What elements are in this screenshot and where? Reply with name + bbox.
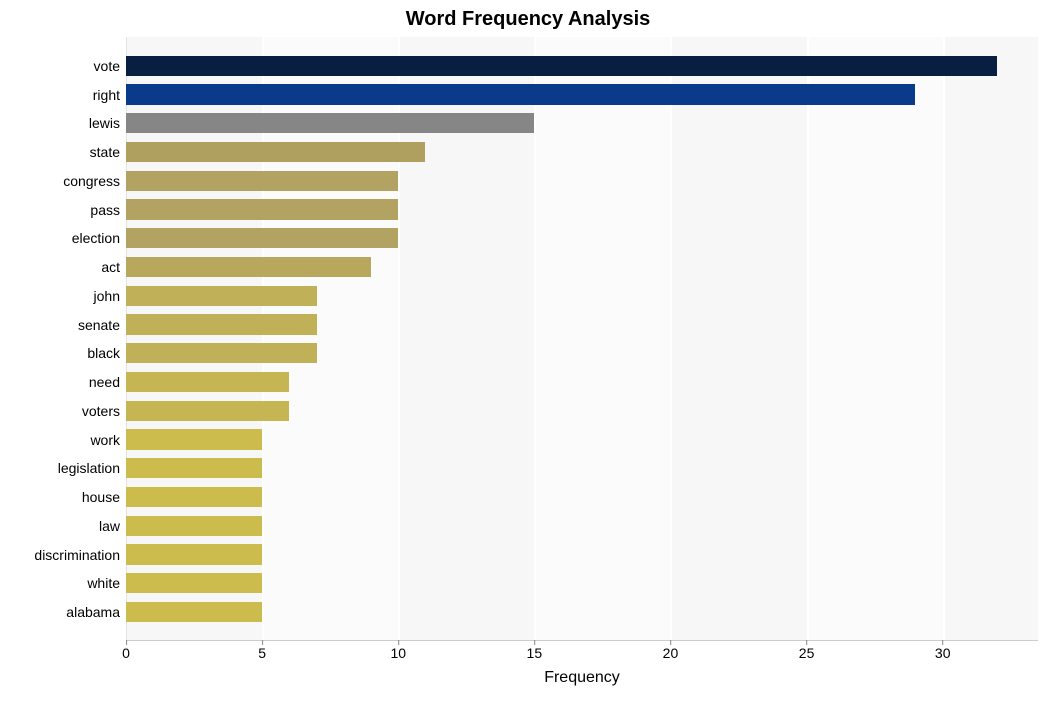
y-tick-label: senate — [8, 310, 126, 339]
bar-row — [126, 281, 1038, 310]
y-tick-label: pass — [8, 195, 126, 224]
bar-row — [126, 511, 1038, 540]
bar — [126, 171, 398, 191]
y-tick-label: election — [8, 224, 126, 253]
y-tick-label: house — [8, 483, 126, 512]
bar — [126, 401, 289, 421]
bar — [126, 458, 262, 478]
y-tick-label: black — [8, 339, 126, 368]
bar-row — [126, 598, 1038, 627]
bar — [126, 314, 317, 334]
bar — [126, 142, 425, 162]
bar-row — [126, 51, 1038, 80]
x-tick-label: 30 — [935, 645, 951, 661]
bar — [126, 516, 262, 536]
bar — [126, 343, 317, 363]
y-tick-label: need — [8, 368, 126, 397]
y-tick-label: right — [8, 80, 126, 109]
bar-row — [126, 396, 1038, 425]
x-tick-label: 25 — [799, 645, 815, 661]
x-tick-label: 5 — [258, 645, 266, 661]
y-tick-label: lewis — [8, 109, 126, 138]
bar-row — [126, 80, 1038, 109]
x-tick-label: 20 — [663, 645, 679, 661]
bar — [126, 56, 997, 76]
bars-region — [126, 37, 1038, 641]
bar-row — [126, 224, 1038, 253]
bar — [126, 228, 398, 248]
bar — [126, 199, 398, 219]
y-tick-label: congress — [8, 166, 126, 195]
y-tick-label: law — [8, 511, 126, 540]
bar — [126, 544, 262, 564]
bar — [126, 372, 289, 392]
y-tick-label: work — [8, 425, 126, 454]
y-tick-label: alabama — [8, 598, 126, 627]
bar-row — [126, 166, 1038, 195]
bar — [126, 573, 262, 593]
bar-row — [126, 454, 1038, 483]
bar-row — [126, 425, 1038, 454]
x-tick-label: 10 — [390, 645, 406, 661]
plot-area: voterightlewisstatecongresspasselectiona… — [8, 37, 1048, 641]
bar — [126, 602, 262, 622]
bars — [126, 37, 1038, 641]
y-tick-label: legislation — [8, 454, 126, 483]
y-tick-label: voters — [8, 396, 126, 425]
bar — [126, 286, 317, 306]
bar-row — [126, 540, 1038, 569]
bar-row — [126, 138, 1038, 167]
bar-row — [126, 368, 1038, 397]
chart-title: Word Frequency Analysis — [8, 8, 1048, 31]
bar — [126, 113, 534, 133]
bar — [126, 487, 262, 507]
x-tick-label: 0 — [122, 645, 130, 661]
x-axis-label: Frequency — [544, 669, 620, 687]
bar — [126, 84, 915, 104]
y-tick-label: state — [8, 138, 126, 167]
y-tick-label: vote — [8, 51, 126, 80]
bar-row — [126, 109, 1038, 138]
bar — [126, 257, 371, 277]
y-tick-label: discrimination — [8, 540, 126, 569]
x-tick-label: 15 — [527, 645, 543, 661]
bar-row — [126, 253, 1038, 282]
bar-row — [126, 339, 1038, 368]
bar — [126, 429, 262, 449]
y-tick-label: act — [8, 253, 126, 282]
bar-row — [126, 195, 1038, 224]
y-tick-label: white — [8, 569, 126, 598]
y-axis-labels: voterightlewisstatecongresspasselectiona… — [8, 37, 126, 641]
chart-container: Word Frequency Analysis voterightlewisst… — [0, 0, 1056, 701]
bar-row — [126, 310, 1038, 339]
y-tick-label: john — [8, 281, 126, 310]
bar-row — [126, 569, 1038, 598]
x-axis: 051015202530 — [126, 641, 1038, 671]
bar-row — [126, 483, 1038, 512]
